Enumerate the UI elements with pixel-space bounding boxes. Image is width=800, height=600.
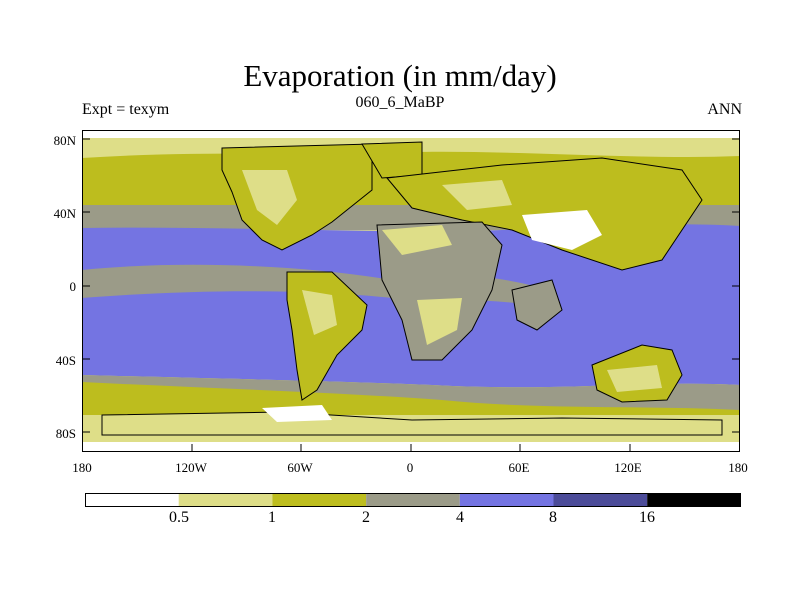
y-tick-0: 0 [69, 279, 77, 294]
y-tick-80n: 80N [53, 133, 76, 148]
colorbar-swatch [178, 493, 273, 507]
x-tick-60e: 60E [508, 460, 530, 475]
indian-landmass [511, 279, 563, 331]
colorbar-label-8: 8 [549, 509, 557, 526]
colorbar-label-16: 16 [639, 509, 655, 526]
australia-interior [607, 365, 662, 392]
axis-ticks [82, 138, 740, 452]
amazon-region [302, 290, 337, 335]
colorbar-swatch [647, 493, 741, 507]
colorbar-label-1: 1 [268, 509, 276, 526]
north-pole-area [82, 130, 740, 138]
y-tick-40s: 40S [55, 353, 76, 368]
colorbar-swatch [553, 493, 648, 507]
colorbar-swatch [366, 493, 460, 507]
european-steppe [442, 180, 512, 210]
colorbar [85, 493, 741, 507]
x-tick-0: 0 [406, 460, 414, 475]
colorbar-swatch [272, 493, 367, 507]
x-tick-180w: 180 [72, 460, 92, 475]
colorbar-label-4: 4 [456, 509, 464, 526]
colorbar-swatch [85, 493, 179, 507]
africa-landmass [376, 221, 503, 361]
north-america-interior [242, 170, 297, 225]
antarctic-white-patch [262, 405, 332, 422]
y-tick-40n: 40N [53, 206, 76, 221]
y-tick-80s: 80S [55, 426, 76, 441]
colorbar-swatch [459, 493, 554, 507]
evaporation-map [82, 130, 740, 452]
map-title: Evaporation (in mm/day) [243, 58, 557, 93]
experiment-label: Expt = texym [82, 101, 170, 118]
x-tick-60w: 60W [287, 460, 313, 475]
colorbar-label-0_5: 0.5 [169, 509, 189, 526]
north-africa-desert [382, 225, 452, 255]
x-tick-120e: 120E [614, 460, 642, 475]
map-subtitle: 060_6_MaBP [355, 94, 445, 111]
asian-desert [522, 210, 602, 250]
south-africa-region [417, 298, 462, 345]
x-tick-120w: 120W [175, 460, 207, 475]
x-tick-180e: 180 [728, 460, 748, 475]
colorbar-label-2: 2 [362, 509, 370, 526]
south-ocean-band [82, 382, 740, 415]
colorbar-frame [85, 493, 741, 507]
season-label: ANN [707, 101, 742, 118]
